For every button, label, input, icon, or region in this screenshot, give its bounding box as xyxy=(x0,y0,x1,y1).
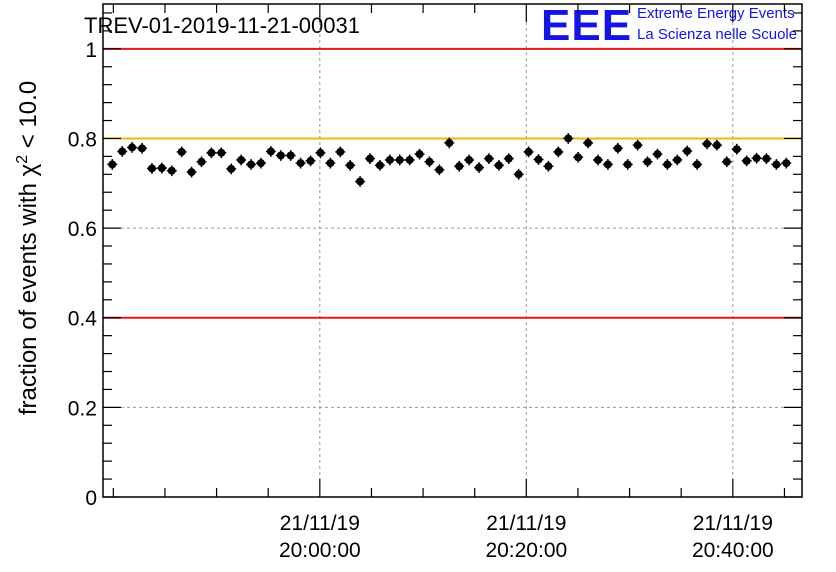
data-point xyxy=(256,159,265,168)
data-point xyxy=(484,154,493,163)
x-tick-label-time: 20:20:00 xyxy=(485,539,567,562)
data-point xyxy=(742,156,751,165)
data-point xyxy=(157,164,166,173)
data-point xyxy=(693,160,702,169)
data-point xyxy=(385,155,394,164)
y-axis-label: fraction of events with χ2 < 10.0 xyxy=(14,81,42,415)
data-point xyxy=(544,162,553,171)
data-point xyxy=(276,151,285,160)
plot-frame xyxy=(102,3,803,498)
y-axis-label-symbol: χ xyxy=(15,163,42,176)
y-tick-label: 0.2 xyxy=(68,397,97,420)
logo-line-1: Extreme Energy Events xyxy=(637,5,795,22)
data-point xyxy=(128,143,137,152)
reference-lines xyxy=(103,47,802,319)
data-point xyxy=(663,160,672,169)
y-axis-label-superscript: 2 xyxy=(14,155,31,164)
data-point xyxy=(266,147,275,156)
y-tick-label: 1 xyxy=(85,39,97,62)
data-point xyxy=(415,150,424,159)
data-point xyxy=(455,162,464,171)
y-axis-ticks: 0 0.2 0.4 0.6 0.8 1 xyxy=(68,12,802,510)
data-point xyxy=(227,164,236,173)
data-point xyxy=(147,164,156,173)
data-point xyxy=(762,154,771,163)
data-point xyxy=(247,160,256,169)
data-point xyxy=(296,159,305,168)
data-point xyxy=(445,138,454,147)
x-tick-label-time: 20:00:00 xyxy=(279,539,361,562)
data-point xyxy=(643,157,652,166)
data-point xyxy=(207,148,216,157)
data-point xyxy=(118,147,127,156)
data-point xyxy=(167,166,176,175)
data-points xyxy=(107,133,792,187)
data-point xyxy=(722,157,731,166)
data-point xyxy=(177,147,186,156)
data-point xyxy=(772,160,781,169)
data-point xyxy=(673,155,682,164)
data-point xyxy=(435,165,444,174)
data-point xyxy=(395,155,404,164)
grid-lines xyxy=(103,4,802,497)
data-point xyxy=(187,168,196,177)
data-point xyxy=(732,145,741,154)
y-tick-label: 0.8 xyxy=(68,128,97,151)
x-tick-label-date: 21/11/19 xyxy=(486,512,566,535)
eee-logo: EEE Extreme Energy Events La Scienza nel… xyxy=(541,1,797,50)
y-tick-label: 0.6 xyxy=(68,218,97,241)
data-point xyxy=(425,157,434,166)
data-point xyxy=(494,161,503,170)
data-point xyxy=(356,177,365,186)
x-tick-label-date: 21/11/19 xyxy=(280,512,360,535)
chart-title: TREV-01-2019-11-21-00031 xyxy=(84,13,360,38)
data-point xyxy=(593,155,602,164)
data-point xyxy=(237,155,246,164)
data-point xyxy=(633,141,642,150)
data-point xyxy=(623,160,632,169)
data-point xyxy=(375,161,384,170)
x-tick-label-date: 21/11/19 xyxy=(693,512,773,535)
data-point xyxy=(752,154,761,163)
y-axis-label-prefix: fraction of events with xyxy=(15,176,42,415)
data-point xyxy=(584,138,593,147)
logo-line-2: La Scienza nelle Scuole xyxy=(637,26,797,43)
data-point xyxy=(197,157,206,166)
data-point xyxy=(366,154,375,163)
x-tick-label-time: 20:40:00 xyxy=(692,539,774,562)
data-point xyxy=(603,160,612,169)
data-point xyxy=(336,147,345,156)
data-point xyxy=(108,160,117,169)
data-point xyxy=(613,144,622,153)
data-point xyxy=(286,151,295,160)
data-point xyxy=(564,134,573,143)
data-point xyxy=(346,161,355,170)
data-point xyxy=(138,144,147,153)
data-point xyxy=(574,153,583,162)
data-point xyxy=(217,148,226,157)
data-point xyxy=(653,150,662,159)
data-point xyxy=(326,159,335,168)
data-point xyxy=(514,170,523,179)
data-point xyxy=(524,147,533,156)
data-point xyxy=(534,155,543,164)
plot-border xyxy=(102,3,803,498)
y-tick-label: 0.4 xyxy=(68,308,98,331)
data-point xyxy=(475,163,484,172)
x-axis-ticks: 21/11/19 20:00:00 21/11/19 20:20:00 21/11/19… xyxy=(112,4,786,562)
y-tick-label: 0 xyxy=(85,487,97,510)
data-point xyxy=(504,154,513,163)
data-point xyxy=(405,155,414,164)
data-point xyxy=(712,141,721,150)
data-point xyxy=(465,155,474,164)
data-point xyxy=(306,156,315,165)
data-point xyxy=(703,139,712,148)
data-point xyxy=(316,148,325,157)
data-point xyxy=(554,147,563,156)
logo-acronym: EEE xyxy=(541,1,632,50)
y-axis-label-suffix: < 10.0 xyxy=(15,81,42,155)
data-point xyxy=(683,147,692,156)
data-point xyxy=(782,159,791,168)
